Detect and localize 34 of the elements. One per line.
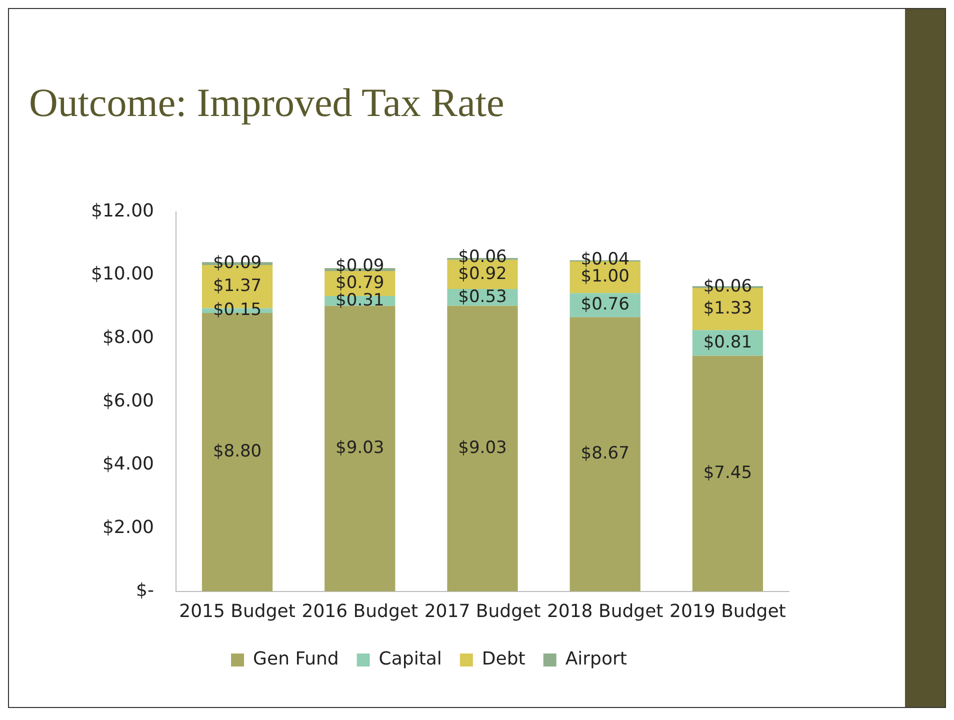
bar [447, 306, 518, 592]
data-label: $0.15 [212, 300, 262, 320]
y-tick-label: $6.00 [102, 390, 154, 412]
x-tick-label: 2018 Budget [546, 600, 664, 622]
data-label: $1.00 [580, 266, 630, 287]
data-label: $0.53 [458, 286, 507, 307]
bar [570, 317, 640, 592]
data-label: $9.03 [458, 438, 507, 458]
y-tick-label: $8.00 [102, 327, 154, 348]
data-label: $8.67 [580, 444, 630, 464]
y-tick-label: $- [136, 580, 154, 602]
data-label: $0.31 [336, 290, 384, 310]
y-tick-label: $10.00 [91, 264, 154, 285]
legend-label: Airport [565, 648, 627, 670]
data-label: $0.81 [703, 332, 752, 352]
data-label: $0.92 [458, 264, 507, 284]
data-label: $9.03 [336, 438, 384, 458]
data-label: $7.45 [703, 462, 752, 483]
y-tick-label: $12.00 [91, 200, 154, 222]
data-label: $1.37 [212, 276, 262, 296]
x-tick-label: 2017 Budget [424, 600, 541, 622]
bar [692, 356, 764, 592]
legend-label: Gen Fund [253, 648, 339, 670]
legend-label: Capital [378, 648, 442, 670]
chart-title: Outcome: Improved Tax Rate [29, 79, 504, 126]
data-label: $8.80 [212, 442, 262, 462]
y-tick-label: $4.00 [102, 454, 154, 475]
y-tick-label: $2.00 [102, 516, 154, 538]
x-tick-label: 2016 Budget [302, 600, 418, 622]
data-label: $0.76 [580, 294, 630, 315]
x-tick-label: 2015 Budget [179, 600, 296, 622]
legend-label: Debt [482, 648, 526, 670]
x-tick-label: 2019 Budget [670, 600, 786, 622]
data-label: $1.33 [703, 298, 752, 318]
